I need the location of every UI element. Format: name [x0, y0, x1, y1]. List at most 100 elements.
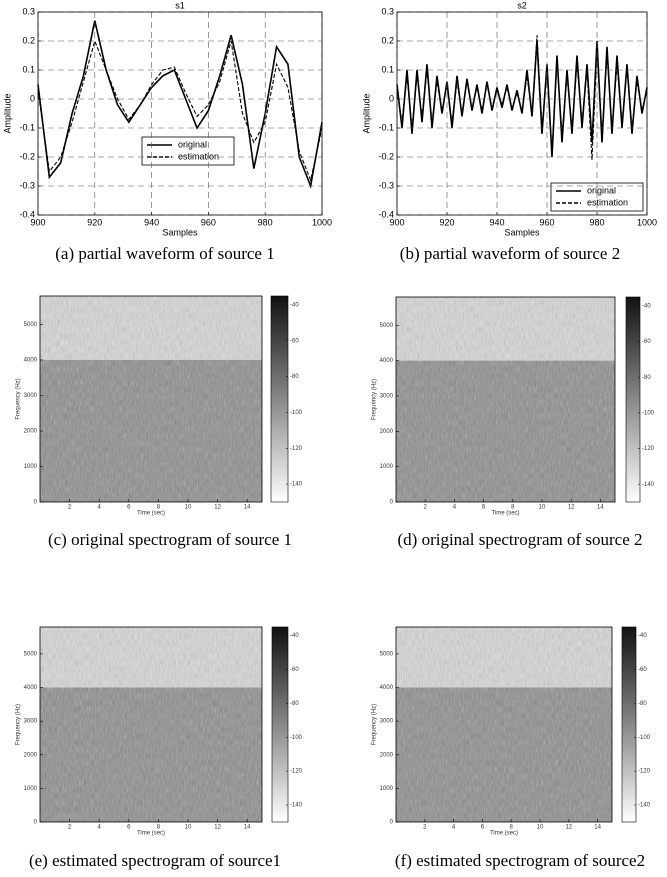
- y-axis-label: Frequency (Hz): [16, 378, 22, 419]
- chart-title: s1: [175, 0, 185, 10]
- x-tick-label: 10: [537, 825, 544, 831]
- y-tick-label: 0.2: [381, 35, 394, 45]
- y-tick-label: 0.2: [22, 35, 35, 45]
- x-tick-label: 8: [510, 825, 514, 831]
- x-tick-label: 920: [439, 217, 454, 227]
- x-tick-label: 14: [594, 825, 601, 831]
- y-tick-label: -0.2: [378, 151, 394, 161]
- y-tick-label: 0.3: [381, 6, 394, 16]
- x-tick-label: 14: [597, 505, 604, 511]
- colorbar: [625, 296, 641, 503]
- colorbar-tick-label: -80: [638, 701, 647, 707]
- plot-frame: [395, 296, 616, 503]
- colorbar-tick-label: -140: [638, 803, 651, 809]
- x-tick-label: 14: [244, 825, 251, 831]
- y-tick-label: 0.3: [22, 6, 35, 16]
- y-axis-label: Amplitude: [2, 93, 12, 133]
- x-axis-label: Time (sec): [137, 511, 165, 517]
- colorbar-tick-label: -120: [642, 446, 655, 452]
- y-tick-label: 5000: [380, 323, 394, 329]
- y-tick-label: 0: [30, 93, 35, 103]
- y-tick-label: 1000: [24, 786, 38, 792]
- y-axis-label: Frequency (Hz): [372, 704, 378, 745]
- x-tick-label: 920: [87, 217, 102, 227]
- plot-area: [38, 12, 322, 215]
- y-tick-label: 3000: [24, 393, 38, 399]
- y-axis-label: Frequency (Hz): [16, 704, 22, 745]
- legend-box: [141, 136, 235, 166]
- colorbar-tick-label: -60: [290, 667, 299, 673]
- spectrogram-texture: [396, 627, 612, 822]
- colorbar-tick-label: -60: [638, 667, 647, 673]
- colorbar: [271, 626, 289, 823]
- legend-label: original: [587, 185, 616, 195]
- caption: (f) estimated spectrogram of source2: [395, 851, 645, 870]
- spectrogram-texture: [40, 627, 262, 822]
- y-tick-label: 4000: [380, 358, 394, 364]
- y-tick-label: 0.1: [381, 64, 394, 74]
- plot-frame: [39, 295, 263, 503]
- caption: (e) estimated spectrogram of source1: [29, 851, 281, 870]
- spectrogram-texture: [396, 297, 615, 502]
- y-tick-label: 5000: [24, 651, 38, 657]
- y-tick-label: -0.1: [378, 122, 394, 132]
- x-tick-label: 940: [489, 217, 504, 227]
- y-tick-label: 1000: [380, 464, 394, 470]
- colorbar-tick-label: -120: [638, 769, 651, 775]
- y-tick-label: 2000: [380, 429, 394, 435]
- y-tick-label: 4000: [24, 685, 38, 691]
- colorbar-tick-label: -60: [290, 338, 299, 344]
- caption: (d) original spectrogram of source 2: [398, 530, 643, 549]
- colorbar-tick-label: -140: [290, 482, 303, 488]
- colorbar-tick-label: -100: [290, 410, 303, 416]
- colorbar-tick-label: -140: [642, 482, 655, 488]
- x-tick-label: 8: [511, 505, 515, 511]
- x-tick-label: 1000: [637, 217, 657, 227]
- plot-frame: [395, 626, 613, 823]
- x-tick-label: 6: [127, 505, 131, 511]
- colorbar-tick-label: -140: [290, 803, 303, 809]
- y-tick-label: -0.3: [19, 180, 35, 190]
- colorbar-tick-label: -120: [290, 769, 303, 775]
- x-tick-label: 8: [157, 505, 161, 511]
- x-axis-label: Time (sec): [491, 511, 519, 517]
- colorbar-tick-label: -100: [642, 410, 655, 416]
- colorbar: [270, 295, 289, 503]
- y-tick-label: 2000: [24, 429, 38, 435]
- x-tick-label: 14: [244, 505, 251, 511]
- x-tick-label: 960: [539, 217, 554, 227]
- x-tick-label: 900: [389, 217, 404, 227]
- caption: (b) partial waveform of source 2: [400, 244, 620, 263]
- x-tick-label: 6: [481, 825, 485, 831]
- x-tick-label: 6: [482, 505, 486, 511]
- y-tick-label: 4000: [24, 358, 38, 364]
- x-axis-label: Samples: [162, 227, 198, 237]
- x-tick-label: 900: [30, 217, 45, 227]
- x-axis-label: Samples: [504, 227, 540, 237]
- y-tick-label: 3000: [380, 719, 394, 725]
- chart-title: s2: [517, 0, 527, 10]
- colorbar-tick-label: -40: [638, 633, 647, 639]
- colorbar-tick-label: -80: [642, 375, 651, 381]
- y-axis-label: Frequency (Hz): [372, 379, 378, 420]
- series-line: [37, 39, 323, 183]
- x-tick-label: 12: [565, 825, 572, 831]
- y-tick-label: -0.4: [378, 209, 394, 219]
- x-tick-label: 12: [568, 505, 575, 511]
- y-tick-label: 2000: [24, 752, 38, 758]
- x-tick-label: 4: [453, 505, 457, 511]
- x-axis-label: Time (sec): [137, 831, 165, 837]
- colorbar: [621, 626, 637, 823]
- caption: (c) original spectrogram of source 1: [48, 530, 292, 549]
- x-tick-label: 12: [214, 825, 221, 831]
- series-line: [396, 35, 648, 160]
- colorbar-tick-label: -40: [290, 633, 299, 639]
- x-tick-label: 2: [424, 505, 428, 511]
- x-tick-label: 6: [127, 825, 131, 831]
- y-tick-label: 0: [390, 820, 394, 826]
- colorbar-tick-label: -40: [290, 303, 299, 309]
- x-tick-label: 10: [185, 825, 192, 831]
- y-tick-label: 5000: [24, 322, 38, 328]
- spectrogram-texture: [40, 296, 262, 502]
